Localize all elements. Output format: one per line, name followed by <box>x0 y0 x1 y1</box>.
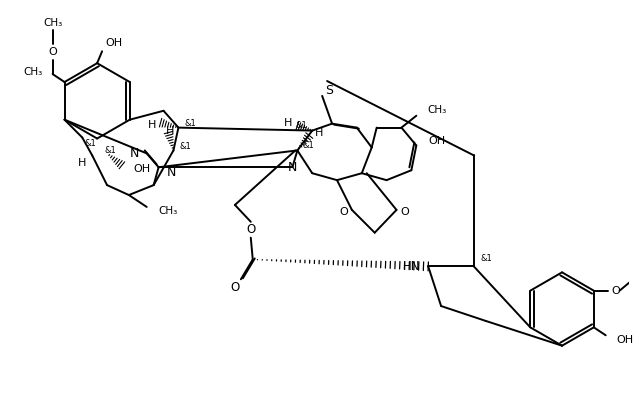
Text: S: S <box>325 85 333 98</box>
Text: O: O <box>612 286 620 296</box>
Text: OH: OH <box>428 135 445 145</box>
Text: CH₃: CH₃ <box>159 206 178 216</box>
Text: CH₃: CH₃ <box>23 67 43 77</box>
Text: H: H <box>315 128 324 137</box>
Text: H: H <box>284 118 292 128</box>
Text: N: N <box>130 147 139 160</box>
Text: &1: &1 <box>184 119 196 128</box>
Text: OH: OH <box>134 164 151 174</box>
Text: H: H <box>148 120 157 130</box>
Text: &1: &1 <box>481 254 493 263</box>
Text: O: O <box>231 281 239 294</box>
Text: O: O <box>246 223 255 236</box>
Text: N: N <box>288 161 297 174</box>
Text: O: O <box>400 207 409 217</box>
Text: CH₃: CH₃ <box>427 105 446 115</box>
Text: OH: OH <box>617 335 634 345</box>
Text: HN: HN <box>403 260 420 273</box>
Text: OH: OH <box>105 38 122 48</box>
Text: H: H <box>166 126 175 135</box>
Text: O: O <box>340 207 349 217</box>
Text: &1: &1 <box>104 146 116 155</box>
Text: &1: &1 <box>295 121 307 130</box>
Text: O: O <box>48 47 57 57</box>
Text: H: H <box>78 158 86 168</box>
Text: &1: &1 <box>84 139 96 148</box>
Text: CH₃: CH₃ <box>43 17 62 28</box>
Text: &1: &1 <box>302 141 314 150</box>
Text: &1: &1 <box>180 142 191 151</box>
Text: N: N <box>166 166 176 179</box>
